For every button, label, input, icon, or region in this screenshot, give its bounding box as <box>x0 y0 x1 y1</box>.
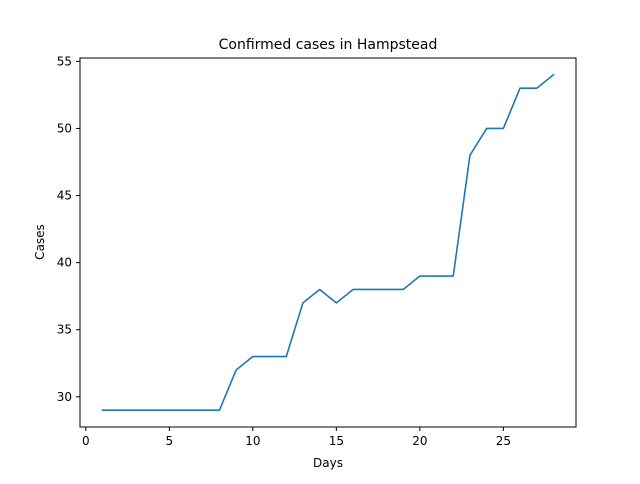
y-tick-label: 45 <box>57 189 72 203</box>
x-tick-label: 20 <box>412 434 427 448</box>
x-tick-label: 0 <box>82 434 90 448</box>
x-tick-label: 25 <box>496 434 511 448</box>
x-tick-label: 10 <box>245 434 260 448</box>
y-axis-label: Cases <box>33 224 47 260</box>
x-tick-label: 15 <box>329 434 344 448</box>
x-axis-ticks: 0 5 10 15 20 25 <box>82 427 511 448</box>
y-tick-label: 30 <box>57 390 72 404</box>
x-axis-label: Days <box>313 456 343 470</box>
x-tick-label: 5 <box>166 434 174 448</box>
plot-frame <box>79 57 577 428</box>
chart-title: Confirmed cases in Hampstead <box>219 37 438 53</box>
y-tick-label: 40 <box>57 256 72 270</box>
y-tick-label: 35 <box>57 323 72 337</box>
y-axis-ticks: 30 35 40 45 50 55 <box>57 54 80 404</box>
series-line <box>101 73 555 412</box>
y-tick-label: 55 <box>57 54 72 68</box>
y-tick-label: 50 <box>57 121 72 135</box>
series-layer <box>101 73 555 412</box>
